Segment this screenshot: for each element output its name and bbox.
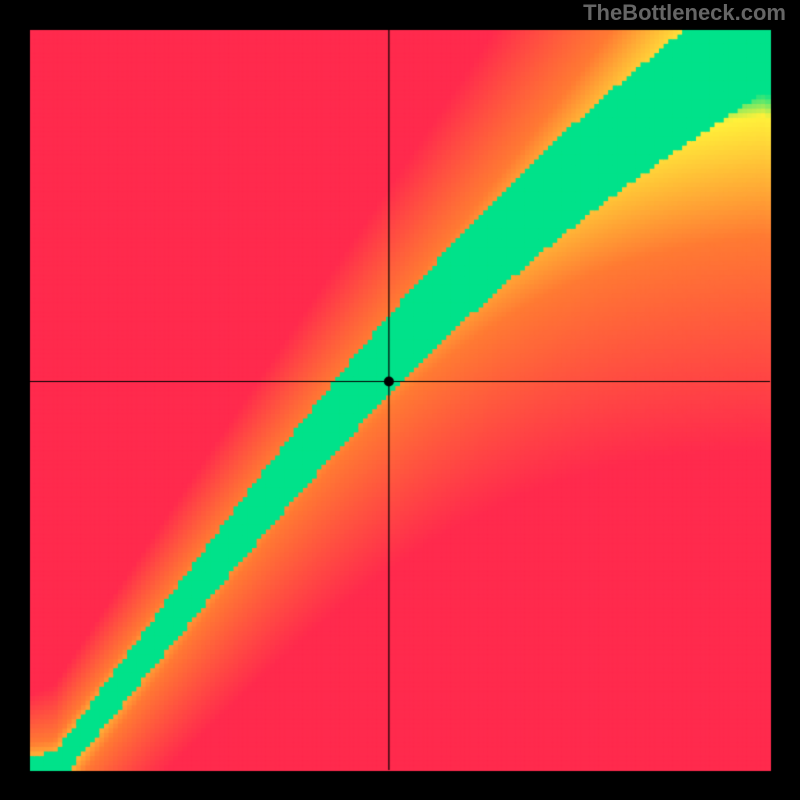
- chart-container: TheBottleneck.com: [0, 0, 800, 800]
- watermark-text: TheBottleneck.com: [583, 0, 786, 26]
- bottleneck-heatmap: [0, 0, 800, 800]
